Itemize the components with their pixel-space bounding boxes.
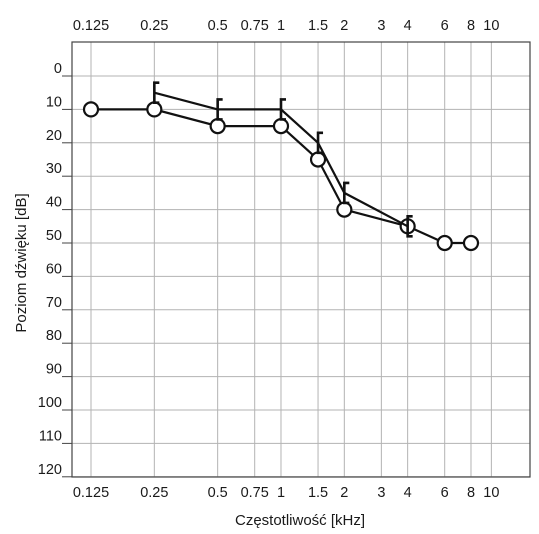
bone-conduction-bracket: [216, 98, 223, 121]
x-tick-label-top: 0.25: [140, 18, 168, 34]
x-tick-label-top: 1: [277, 18, 285, 34]
air-conduction-point: [82, 101, 100, 118]
x-tick-label: 0.25: [140, 485, 168, 501]
air-conduction-point: [272, 117, 290, 135]
y-tick-label: 0: [54, 61, 62, 77]
plot-frame: [71, 41, 531, 478]
air-conduction-point: [462, 234, 480, 252]
bone-conduction-bracket: [279, 98, 286, 121]
series-layer: [82, 81, 480, 252]
x-tick-label: 1.5: [308, 485, 328, 501]
y-axis-label: Poziom dźwięku [dB]: [13, 193, 30, 332]
x-tick-label-top: 0.75: [241, 18, 269, 34]
y-tick-label: 50: [46, 228, 62, 244]
bone-conduction-bracket: [406, 215, 413, 238]
series-1-line: [154, 91, 409, 228]
x-tick-label: 2: [340, 485, 348, 501]
x-tick-label-top: 3: [377, 18, 385, 34]
x-tick-label: 0.125: [73, 485, 109, 501]
y-tick-label: 110: [39, 428, 62, 444]
air-conduction-point: [309, 151, 327, 168]
x-tick-label: 1: [277, 485, 285, 501]
air-conduction-point: [146, 101, 163, 118]
x-tick-label-top: 10: [483, 18, 499, 34]
x-tick-label: 0.5: [208, 485, 228, 501]
x-tick-label-top: 0.125: [73, 18, 109, 34]
y-tick-label: 70: [46, 295, 62, 311]
air-conduction-point: [436, 234, 453, 252]
y-tick-label: 20: [46, 128, 62, 144]
x-tick-label: 3: [377, 485, 385, 501]
y-tick-label: 80: [46, 328, 62, 344]
x-tick-label: 0.75: [241, 485, 269, 501]
x-tick-label: 6: [441, 485, 449, 501]
y-tick-label: 30: [46, 161, 62, 177]
x-tick-label-top: 2: [340, 18, 348, 34]
y-tick-label: 120: [38, 462, 62, 478]
bone-conduction-bracket: [343, 181, 350, 205]
y-tick-label: 90: [46, 362, 62, 378]
y-tick-label: 40: [46, 195, 62, 211]
air-conduction-point: [209, 117, 226, 135]
y-tick-label: 100: [38, 395, 62, 411]
tick-labels: 0.125 0.125 0.25 0.25 0.5 0.5 0.75 0.75 1 1 1.5 1.5…: [38, 18, 500, 501]
x-axis-label: Częstotliwość [kHz]: [235, 512, 365, 529]
y-tick-label: 60: [46, 261, 62, 277]
x-tick-label-top: 8: [467, 18, 475, 34]
x-tick-label: 10: [483, 485, 499, 501]
grid: [62, 42, 530, 478]
x-tick-label-top: 1.5: [308, 18, 328, 34]
x-tick-label-top: 0.5: [208, 18, 228, 34]
bone-conduction-bracket: [153, 81, 160, 104]
x-tick-label-top: 4: [404, 18, 412, 34]
x-tick-label: 4: [404, 485, 412, 501]
x-tick-label: 8: [467, 485, 475, 501]
air-conduction-point: [336, 201, 353, 218]
bone-conduction-bracket: [316, 131, 324, 155]
y-tick-label: 10: [46, 94, 62, 110]
x-tick-label-top: 6: [441, 18, 449, 34]
